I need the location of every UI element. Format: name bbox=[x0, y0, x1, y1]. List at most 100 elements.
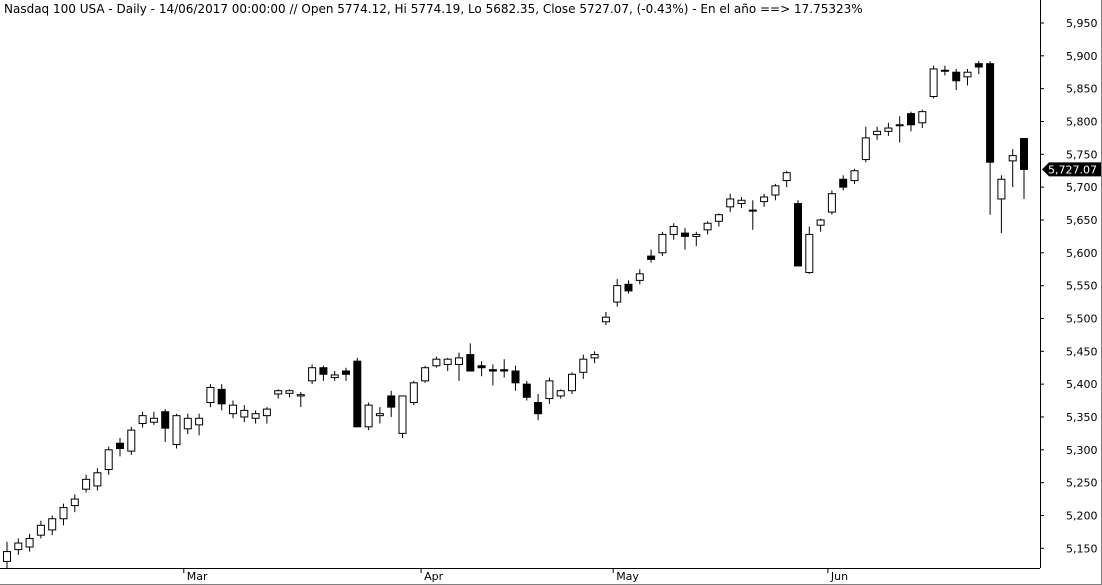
candle-body bbox=[330, 374, 339, 379]
candle-body bbox=[127, 429, 136, 452]
candle bbox=[36, 520, 45, 539]
candle-body bbox=[918, 111, 927, 124]
candle-body bbox=[93, 472, 102, 487]
candle bbox=[443, 357, 452, 372]
candle-body bbox=[274, 390, 283, 395]
candle bbox=[229, 400, 237, 419]
y-tick-label: 5,450 bbox=[1066, 345, 1098, 358]
candle bbox=[692, 231, 701, 247]
candle-body bbox=[952, 71, 961, 82]
candle bbox=[342, 367, 350, 381]
candle-body bbox=[579, 358, 588, 373]
y-tick-label: 5,200 bbox=[1066, 509, 1098, 522]
y-tick-label: 5,650 bbox=[1066, 214, 1098, 227]
candle-body bbox=[827, 193, 836, 213]
candle-body bbox=[861, 137, 870, 161]
candle bbox=[658, 231, 667, 257]
candle bbox=[82, 474, 91, 493]
last-price-tag-bg bbox=[1042, 162, 1101, 177]
candle bbox=[262, 407, 271, 424]
candle bbox=[760, 193, 769, 207]
candle bbox=[172, 413, 181, 449]
candle bbox=[466, 343, 475, 372]
candle-body bbox=[1020, 138, 1028, 170]
candle-body bbox=[816, 219, 825, 226]
candle-body bbox=[1008, 155, 1017, 162]
y-tick-label: 5,400 bbox=[1066, 378, 1098, 391]
candle-body bbox=[251, 413, 260, 419]
candle-body bbox=[240, 409, 249, 418]
candle-body bbox=[839, 178, 848, 188]
candle-body bbox=[692, 233, 701, 237]
candle bbox=[918, 109, 927, 129]
candle bbox=[240, 405, 249, 423]
candle-body bbox=[624, 283, 633, 292]
candle bbox=[771, 183, 780, 201]
candle-body bbox=[443, 358, 452, 365]
candle bbox=[477, 361, 486, 377]
candle bbox=[330, 371, 339, 381]
candle-body bbox=[48, 518, 57, 531]
candle bbox=[681, 227, 689, 250]
candle-body bbox=[963, 71, 972, 78]
candle-body bbox=[59, 507, 68, 520]
candle-body bbox=[997, 178, 1006, 200]
candle bbox=[511, 365, 520, 391]
candle bbox=[149, 411, 158, 425]
candle-body bbox=[647, 255, 656, 260]
candle-body bbox=[601, 316, 610, 323]
candle bbox=[93, 468, 102, 491]
candle-body bbox=[116, 442, 124, 449]
candle-body bbox=[432, 358, 441, 367]
candle bbox=[353, 357, 362, 428]
candle-body bbox=[794, 203, 802, 267]
candle bbox=[14, 538, 23, 555]
candle bbox=[183, 413, 192, 435]
candle-body bbox=[262, 408, 271, 417]
candle-body bbox=[782, 172, 791, 182]
candle bbox=[940, 65, 949, 76]
y-tick-label: 5,750 bbox=[1066, 148, 1098, 161]
candle bbox=[579, 354, 588, 379]
candle-body bbox=[138, 415, 147, 425]
candle bbox=[206, 384, 215, 408]
candle-body bbox=[398, 395, 407, 434]
candle bbox=[726, 193, 735, 213]
candle-body bbox=[658, 233, 667, 254]
y-tick-label: 5,150 bbox=[1066, 542, 1098, 555]
candle-body bbox=[14, 542, 23, 551]
candle-body bbox=[364, 404, 373, 428]
candle-body bbox=[534, 402, 543, 415]
candle-body bbox=[884, 127, 893, 132]
candle-body bbox=[217, 388, 226, 405]
candle-body bbox=[488, 369, 497, 372]
candle-body bbox=[36, 524, 45, 536]
candle-body bbox=[421, 367, 430, 382]
x-tick-label: May bbox=[616, 570, 639, 583]
candle-body bbox=[183, 417, 192, 430]
candle-body bbox=[771, 185, 780, 196]
candle bbox=[748, 200, 757, 230]
candle bbox=[884, 122, 893, 136]
candle bbox=[635, 269, 644, 285]
candle-body bbox=[477, 365, 486, 369]
candle-body bbox=[353, 360, 362, 428]
candle bbox=[251, 410, 260, 424]
candle bbox=[455, 352, 463, 381]
candle-body bbox=[25, 537, 34, 548]
candle-body bbox=[568, 373, 576, 392]
y-tick-label: 5,550 bbox=[1066, 280, 1098, 293]
candle bbox=[285, 389, 294, 398]
candle-body bbox=[409, 382, 418, 404]
candle bbox=[601, 311, 610, 326]
candle bbox=[161, 409, 170, 442]
x-tick-label: Apr bbox=[424, 570, 444, 583]
candle bbox=[296, 392, 305, 408]
y-tick-label: 5,850 bbox=[1066, 83, 1098, 96]
candle-body bbox=[206, 386, 215, 404]
candle bbox=[522, 380, 531, 401]
candle-body bbox=[703, 222, 712, 231]
candle bbox=[827, 190, 836, 215]
candle bbox=[737, 196, 746, 209]
candle-body bbox=[82, 478, 91, 490]
